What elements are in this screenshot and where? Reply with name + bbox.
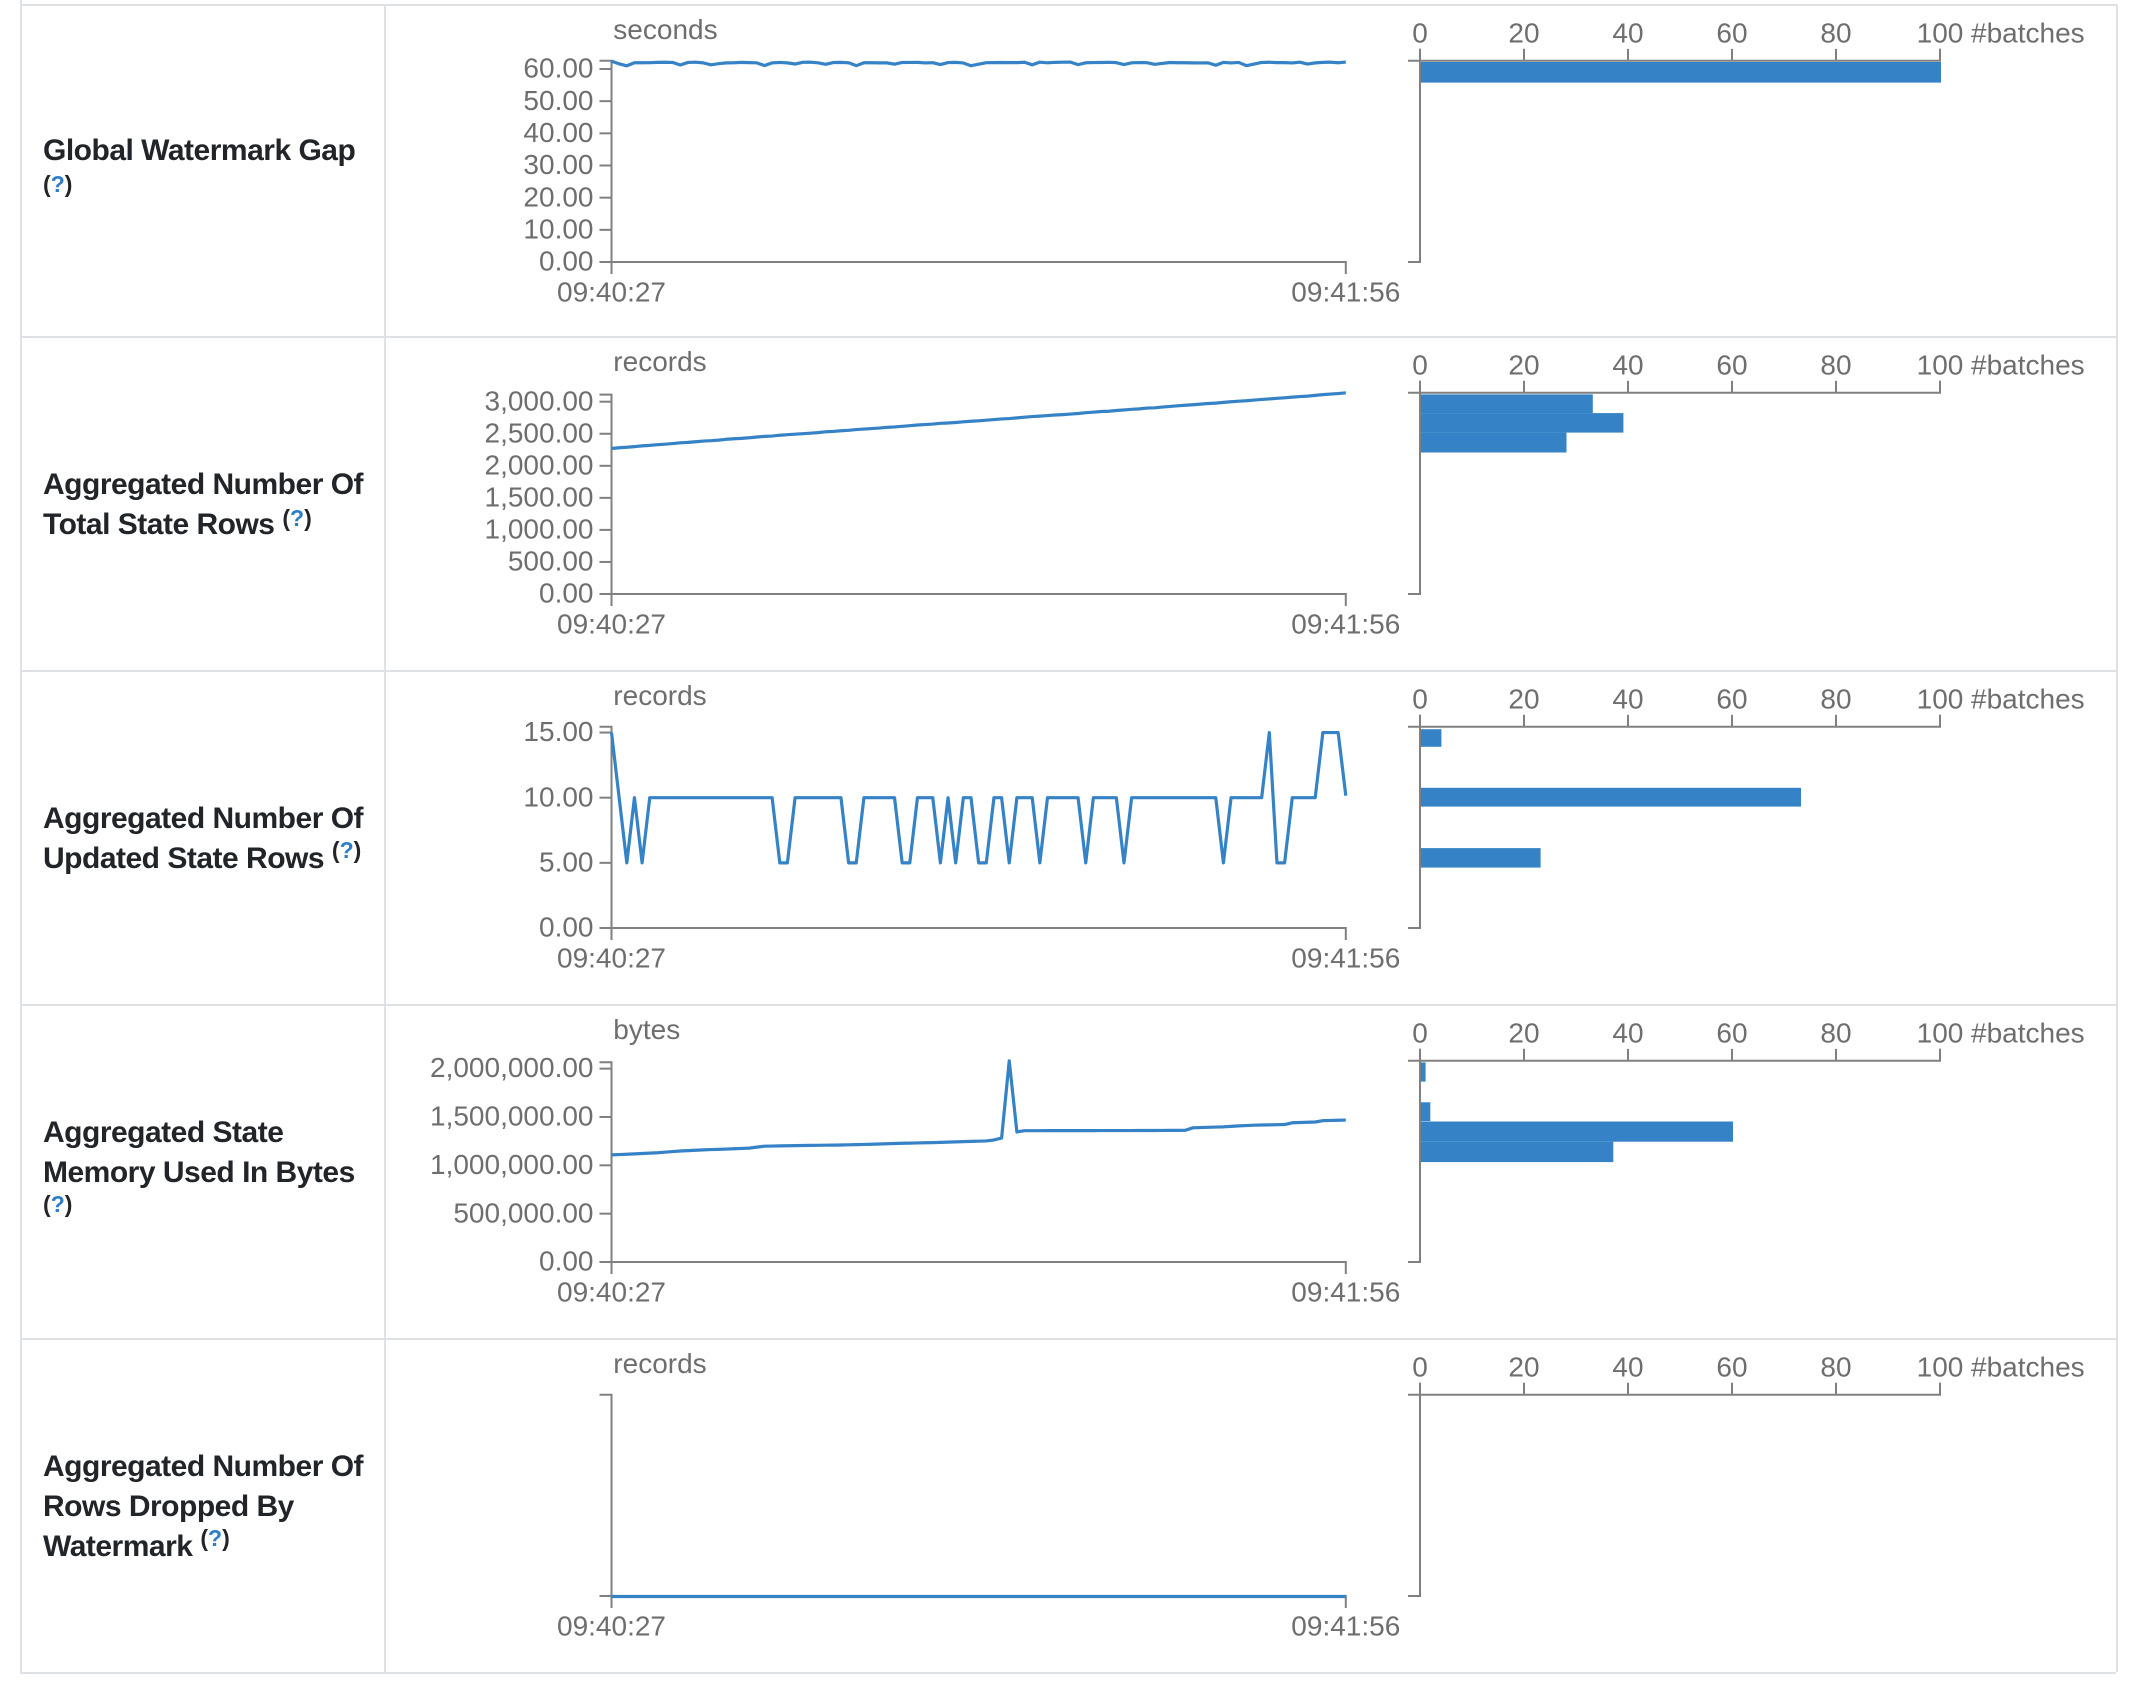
svg-text:09:41:56: 09:41:56: [1291, 275, 1400, 306]
svg-text:09:40:27: 09:40:27: [557, 1276, 666, 1307]
svg-text:100: 100: [1917, 17, 1964, 48]
svg-text:100: 100: [1917, 350, 1964, 381]
svg-text:10.00: 10.00: [523, 212, 593, 243]
svg-text:0: 0: [1412, 684, 1428, 715]
svg-text:500,000.00: 500,000.00: [453, 1197, 593, 1228]
svg-text:60.00: 60.00: [523, 52, 593, 83]
svg-text:40: 40: [1612, 1351, 1643, 1382]
svg-text:2,500.00: 2,500.00: [485, 418, 594, 449]
svg-text:0.00: 0.00: [539, 912, 594, 943]
svg-text:20: 20: [1508, 1017, 1539, 1048]
svg-text:1,500.00: 1,500.00: [485, 482, 594, 513]
svg-text:40: 40: [1612, 350, 1643, 381]
svg-text:1,000.00: 1,000.00: [485, 514, 594, 545]
svg-text:0.00: 0.00: [539, 245, 594, 276]
svg-text:2,000,000.00: 2,000,000.00: [430, 1052, 594, 1083]
svg-text:09:40:27: 09:40:27: [557, 609, 666, 640]
svg-text:10.00: 10.00: [523, 781, 593, 812]
svg-text:records: records: [613, 1347, 706, 1378]
svg-text:09:41:56: 09:41:56: [1291, 1610, 1400, 1641]
svg-text:15.00: 15.00: [523, 716, 593, 747]
svg-text:09:40:27: 09:40:27: [557, 275, 666, 306]
svg-text:20: 20: [1508, 17, 1539, 48]
svg-text:2,000.00: 2,000.00: [485, 450, 594, 481]
svg-text:20.00: 20.00: [523, 180, 593, 211]
svg-text:3,000.00: 3,000.00: [485, 386, 594, 417]
svg-text:60: 60: [1716, 1351, 1747, 1382]
svg-text:20: 20: [1508, 1351, 1539, 1382]
svg-text:50.00: 50.00: [523, 84, 593, 115]
svg-text:100: 100: [1917, 1351, 1964, 1382]
svg-text:09:40:27: 09:40:27: [557, 1610, 666, 1641]
svg-text:40.00: 40.00: [523, 116, 593, 147]
svg-text:#batches: #batches: [1971, 1017, 2085, 1048]
svg-text:0: 0: [1412, 1017, 1428, 1048]
svg-text:20: 20: [1508, 350, 1539, 381]
svg-text:09:41:56: 09:41:56: [1291, 609, 1400, 640]
svg-text:40: 40: [1612, 1017, 1643, 1048]
svg-text:40: 40: [1612, 17, 1643, 48]
svg-text:#batches: #batches: [1971, 350, 2085, 381]
svg-text:100: 100: [1917, 684, 1964, 715]
svg-text:1,500,000.00: 1,500,000.00: [430, 1100, 594, 1131]
svg-text:#batches: #batches: [1971, 684, 2085, 715]
svg-text:#batches: #batches: [1971, 1351, 2085, 1382]
svg-text:#batches: #batches: [1971, 17, 2085, 48]
svg-text:records: records: [613, 680, 706, 711]
svg-text:seconds: seconds: [613, 13, 717, 44]
svg-text:20: 20: [1508, 684, 1539, 715]
svg-text:60: 60: [1716, 1017, 1747, 1048]
svg-text:09:41:56: 09:41:56: [1291, 943, 1400, 974]
svg-text:0: 0: [1412, 17, 1428, 48]
svg-text:100: 100: [1917, 1017, 1964, 1048]
svg-text:0.00: 0.00: [539, 1245, 594, 1276]
svg-text:80: 80: [1820, 17, 1851, 48]
svg-text:80: 80: [1820, 1351, 1851, 1382]
svg-text:60: 60: [1716, 17, 1747, 48]
svg-text:0: 0: [1412, 1351, 1428, 1382]
svg-text:60: 60: [1716, 684, 1747, 715]
svg-text:1,000,000.00: 1,000,000.00: [430, 1149, 594, 1180]
svg-text:80: 80: [1820, 350, 1851, 381]
svg-text:60: 60: [1716, 350, 1747, 381]
svg-text:records: records: [613, 347, 706, 378]
svg-text:40: 40: [1612, 684, 1643, 715]
svg-text:80: 80: [1820, 1017, 1851, 1048]
svg-text:bytes: bytes: [613, 1014, 680, 1045]
svg-text:30.00: 30.00: [523, 148, 593, 179]
svg-text:0: 0: [1412, 350, 1428, 381]
svg-text:500.00: 500.00: [508, 546, 594, 577]
svg-text:0.00: 0.00: [539, 578, 594, 609]
svg-text:09:40:27: 09:40:27: [557, 943, 666, 974]
svg-text:09:41:56: 09:41:56: [1291, 1276, 1400, 1307]
svg-text:80: 80: [1820, 684, 1851, 715]
svg-text:5.00: 5.00: [539, 847, 594, 878]
